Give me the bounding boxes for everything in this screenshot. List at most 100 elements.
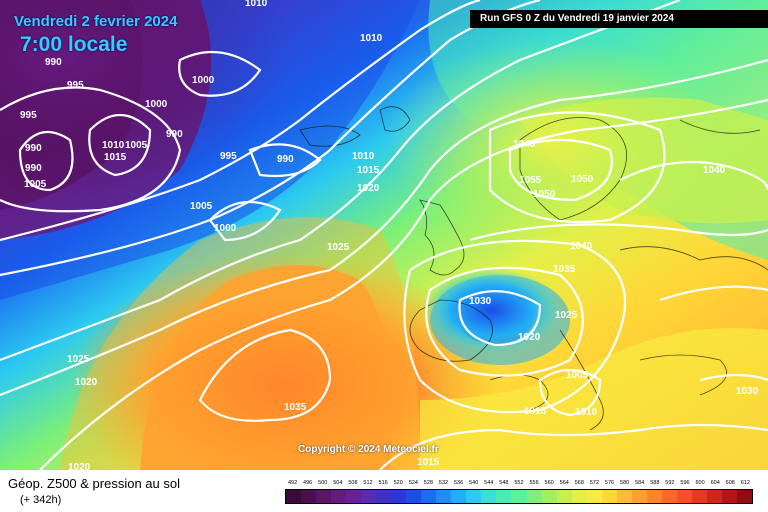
- scale-tick-label: 516: [378, 480, 388, 486]
- scale-color-swatch: [706, 490, 722, 503]
- scale-color-swatch: [301, 490, 317, 503]
- scale-color-swatch: [646, 490, 662, 503]
- scale-color-swatch: [631, 490, 647, 503]
- pressure-label: 1020: [75, 377, 98, 388]
- pressure-label: 1025: [555, 310, 578, 321]
- scale-color-swatch: [496, 490, 512, 503]
- scale-color-swatch: [316, 490, 332, 503]
- scale-tick-label: 492: [287, 480, 298, 486]
- pressure-label: 1015: [357, 165, 380, 176]
- pressure-label: 1030: [736, 386, 759, 397]
- pressure-label: 1005: [24, 179, 47, 190]
- pressure-label: 990: [166, 129, 183, 140]
- scale-tick-label: 600: [695, 480, 705, 486]
- pressure-label: 1025: [67, 354, 90, 365]
- scale-color-swatch: [676, 490, 692, 503]
- pressure-label: 995: [20, 110, 37, 121]
- copyright-text: Copyright © 2024 Meteociel.fr: [298, 444, 439, 455]
- pressure-label: 1025: [327, 242, 350, 253]
- coastlines: [299, 106, 768, 431]
- pressure-label: 990: [25, 163, 42, 174]
- scale-color-swatch: [361, 490, 377, 503]
- pressure-label: 1005: [566, 370, 589, 381]
- scale-tick-label: 500: [318, 480, 328, 486]
- scale-color-swatch: [526, 490, 542, 503]
- forecast-lead-time: (+ 342h): [20, 494, 62, 506]
- scale-color-swatch: [601, 490, 617, 503]
- pressure-label: 1000: [214, 223, 237, 234]
- scale-tick-label: 568: [574, 480, 584, 486]
- pressure-label: 1010: [102, 140, 125, 151]
- color-scale-bar: [285, 489, 753, 504]
- map-title: Géop. Z500 & pression au sol: [8, 476, 180, 491]
- scale-color-swatch: [451, 490, 467, 503]
- scale-color-swatch: [736, 490, 752, 503]
- scale-color-swatch: [421, 490, 437, 503]
- scale-tick-label: 596: [680, 480, 690, 486]
- scale-color-swatch: [406, 490, 422, 503]
- pressure-label: 1015: [417, 457, 440, 468]
- pressure-label: 990: [277, 154, 294, 165]
- pressure-label: 1040: [703, 165, 726, 176]
- scale-tick-label: 524: [408, 480, 418, 486]
- scale-tick-label: 604: [710, 480, 720, 486]
- scale-color-swatch: [541, 490, 557, 503]
- pressure-label: 1020: [68, 462, 91, 470]
- scale-tick-label: 540: [469, 480, 479, 486]
- pressure-label: 1035: [553, 264, 576, 275]
- scale-tick-label: 548: [499, 480, 509, 486]
- pressure-label: 1010: [245, 0, 268, 9]
- scale-color-swatch: [661, 490, 677, 503]
- pressure-label: 990: [25, 143, 42, 154]
- scale-tick-label: 552: [514, 480, 524, 486]
- scale-color-swatch: [556, 490, 572, 503]
- scale-color-swatch: [331, 490, 347, 503]
- scale-tick-label: 496: [303, 480, 313, 486]
- pressure-label: 1000: [192, 75, 215, 86]
- isobar-lines: [0, 0, 768, 470]
- scale-tick-label: 584: [635, 480, 645, 486]
- scale-tick-label: 608: [725, 480, 735, 486]
- forecast-time: 7:00 locale: [20, 33, 128, 56]
- scale-tick-label: 588: [650, 480, 660, 486]
- scale-color-swatch: [436, 490, 452, 503]
- pressure-label: 995: [220, 151, 237, 162]
- pressure-label: 1040: [570, 241, 593, 252]
- pressure-label: 1055: [519, 175, 542, 186]
- scale-tick-label: 512: [363, 480, 373, 486]
- geopotential-map: 1010 1010 990 995 1000 1000 995 990 990 …: [0, 0, 768, 470]
- scale-tick-label: 560: [544, 480, 554, 486]
- scale-tick-label: 504: [333, 480, 343, 486]
- scale-color-swatch: [391, 490, 407, 503]
- scale-color-swatch: [466, 490, 482, 503]
- scale-tick-label: 612: [740, 480, 750, 486]
- scale-tick-label: 564: [559, 480, 569, 486]
- pressure-label: 1010: [575, 407, 598, 418]
- pressure-label: 1010: [360, 33, 383, 44]
- map-footer: Géop. Z500 & pression au sol (+ 342h) 49…: [0, 470, 768, 512]
- pressure-label: 1020: [357, 183, 380, 194]
- model-run-label: Run GFS 0 Z du Vendredi 19 janvier 2024: [470, 10, 768, 28]
- scale-tick-label: 556: [529, 480, 539, 486]
- scale-tick-label: 580: [620, 480, 630, 486]
- pressure-label: 1050: [533, 189, 556, 200]
- scale-tick-label: 532: [438, 480, 449, 486]
- pressure-labels: 1010 1010 990 995 1000 1000 995 990 990 …: [20, 0, 759, 470]
- scale-color-swatch: [346, 490, 362, 503]
- pressure-label: 1035: [284, 402, 307, 413]
- scale-color-swatch: [586, 490, 602, 503]
- pressure-label: 1020: [518, 332, 541, 343]
- pressure-label: 1015: [524, 406, 547, 417]
- scale-color-swatch: [571, 490, 587, 503]
- pressure-label: 990: [45, 57, 62, 68]
- pressure-label: 1030: [469, 296, 492, 307]
- scale-color-swatch: [511, 490, 527, 503]
- color-scale-legend: 492 496 500 504 508 512 516 520 524 528 532 536 540 5…: [285, 480, 753, 506]
- pressure-label: 1045: [513, 139, 536, 150]
- scale-tick-label: 544: [484, 480, 494, 486]
- scale-tick-label: 520: [393, 480, 403, 486]
- scale-color-swatch: [616, 490, 632, 503]
- pressure-label: 995: [67, 80, 84, 91]
- scale-tick-label: 508: [348, 480, 358, 486]
